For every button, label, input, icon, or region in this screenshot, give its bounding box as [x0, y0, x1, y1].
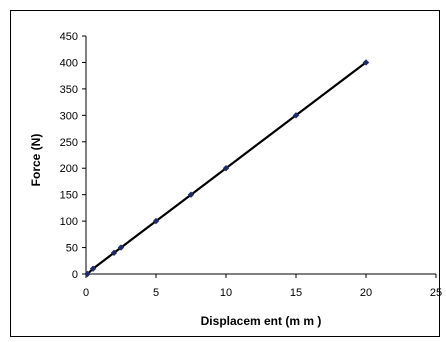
x-tick-label: 5 — [153, 287, 159, 299]
x-tick-label: 20 — [360, 287, 372, 299]
data-point — [89, 265, 97, 272]
y-tick-label: 0 — [72, 269, 78, 281]
axes — [82, 35, 437, 278]
y-tick-label: 100 — [60, 216, 78, 228]
data-point — [362, 59, 370, 66]
y-tick-label: 300 — [60, 110, 78, 122]
y-axis-title: Force (N) — [29, 134, 43, 187]
y-tick-label: 150 — [60, 190, 78, 202]
x-axis-title: Displacem ent (m m ) — [201, 314, 322, 328]
y-tick-label: 350 — [60, 84, 78, 96]
data-point — [110, 249, 118, 257]
series-group — [84, 59, 370, 278]
y-tick-labels: 0 50 100 150 200 250 300 350 400 450 — [60, 31, 78, 281]
data-point — [84, 270, 91, 278]
x-tick-labels: 0 5 10 15 20 25 — [83, 287, 442, 299]
y-tick-label: 450 — [60, 31, 78, 43]
chart-frame — [10, 10, 440, 337]
x-tick-label: 0 — [83, 287, 89, 299]
data-point — [152, 217, 160, 225]
x-tick-label: 10 — [220, 287, 232, 299]
y-tick-label: 200 — [60, 163, 78, 175]
data-point — [292, 112, 300, 119]
data-point — [222, 165, 230, 172]
y-tick-label: 400 — [60, 57, 78, 69]
x-tick-label: 25 — [430, 287, 442, 299]
y-tick-label: 50 — [66, 243, 78, 255]
y-tick-label: 250 — [60, 137, 78, 149]
data-point — [117, 244, 125, 251]
data-point — [187, 191, 195, 198]
x-tick-label: 15 — [290, 287, 302, 299]
